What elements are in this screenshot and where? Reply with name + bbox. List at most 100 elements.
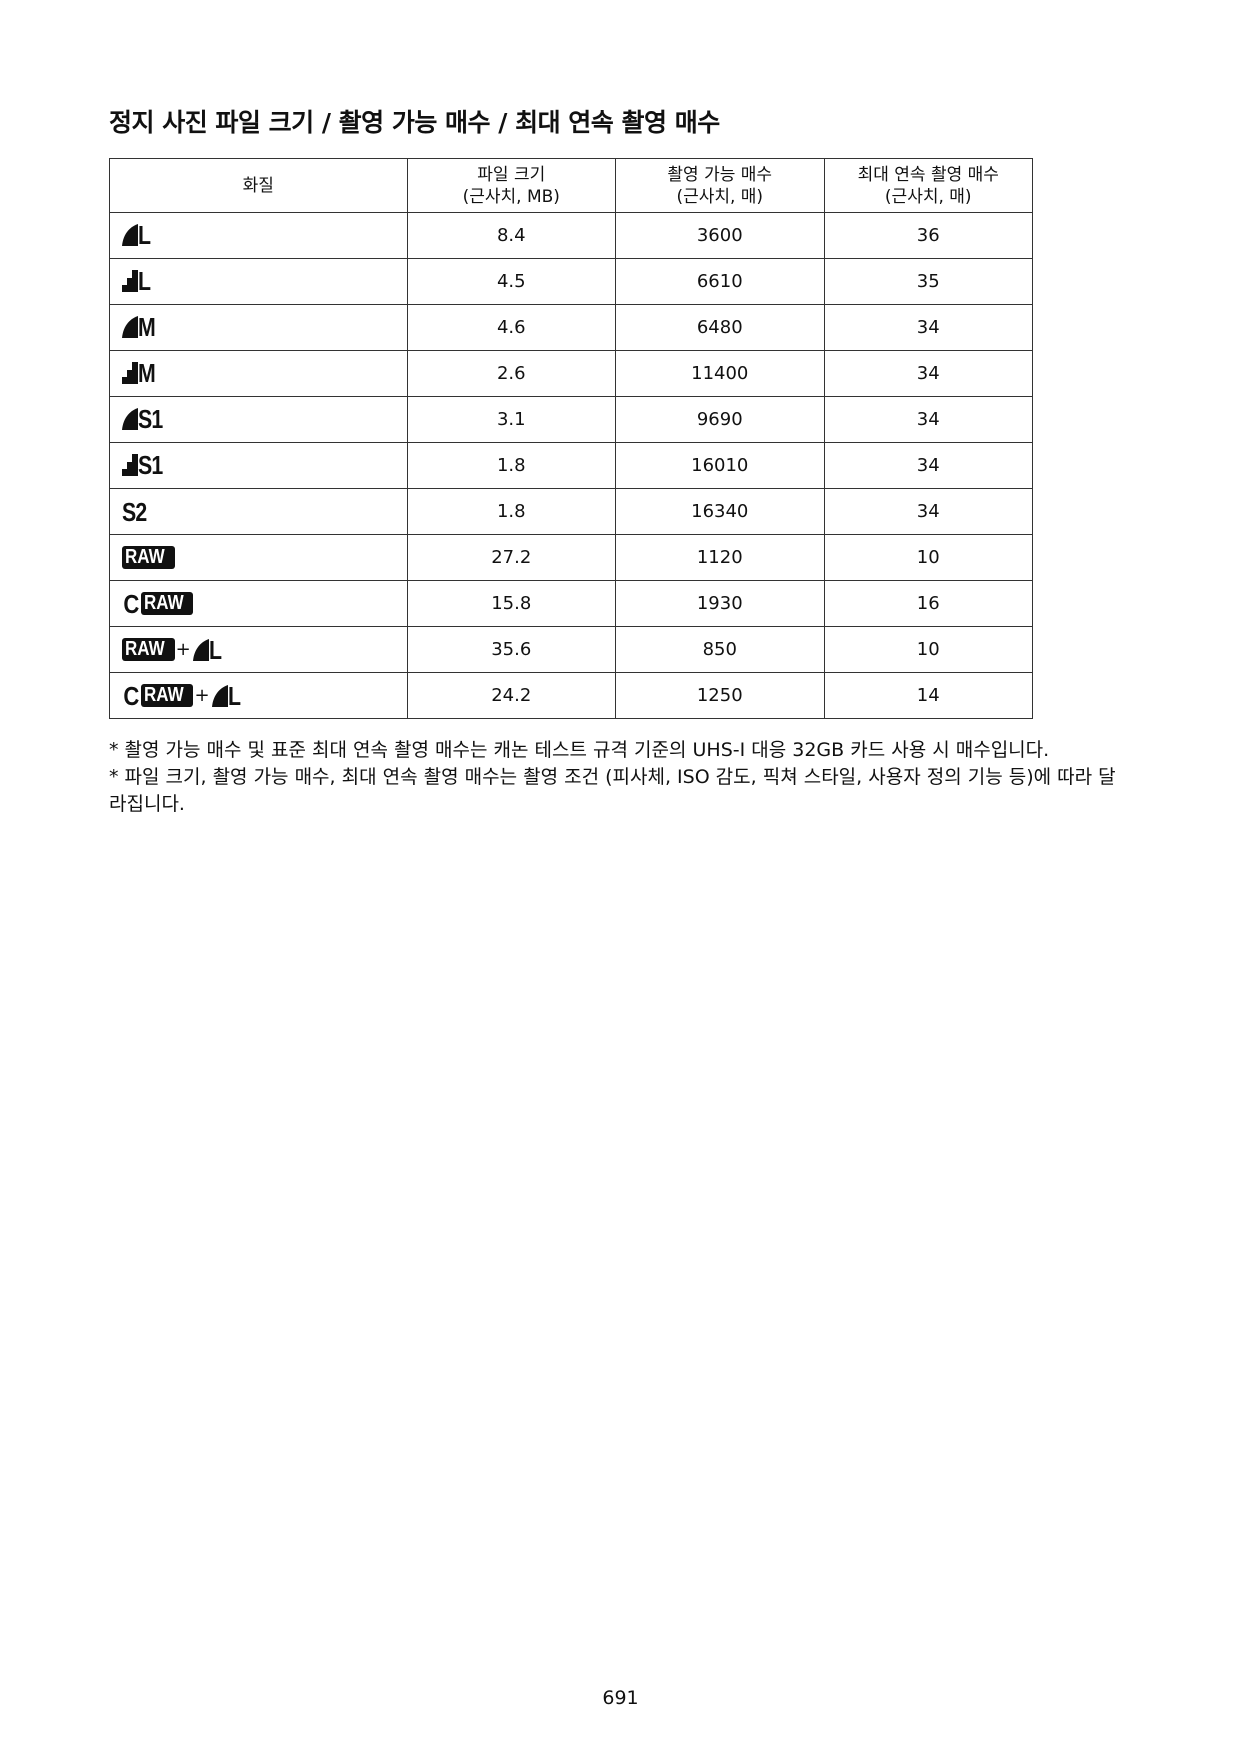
shots-cell: 1120 — [615, 534, 825, 581]
shots-cell: 1250 — [615, 672, 825, 719]
shots-cell: 11400 — [615, 350, 825, 397]
fine-compression-icon — [122, 408, 138, 430]
header-shots: 촬영 가능 매수 (근사치, 매) — [615, 158, 825, 213]
file-size-cell: 27.2 — [406, 534, 617, 581]
file-size-cell: 8.4 — [406, 212, 617, 259]
shots-cell: 6480 — [615, 304, 825, 351]
header-quality: 화질 — [109, 158, 408, 213]
header-burst-line1: 최대 연속 촬영 매수 — [857, 164, 999, 185]
file-size-table: 화질 파일 크기 (근사치, MB) 촬영 가능 매수 (근사치, 매) 최대 … — [109, 158, 1033, 719]
header-shots-line1: 촬영 가능 매수 — [667, 164, 773, 185]
fine-large-icon: L — [122, 220, 153, 250]
quality-cell: M — [109, 350, 408, 397]
size-letter: L — [227, 680, 241, 711]
burst-cell: 34 — [823, 442, 1033, 489]
raw-badge-icon: RAW — [140, 684, 194, 707]
fine-compression-icon — [192, 638, 209, 661]
normal-compression-icon — [122, 270, 138, 292]
normal-large-icon: L — [122, 266, 153, 296]
table-row: M 4.6 6480 34 — [109, 304, 1033, 351]
burst-cell: 16 — [823, 580, 1033, 627]
footnotes: * 촬영 가능 매수 및 표준 최대 연속 촬영 매수는 캐논 테스트 규격 기… — [109, 737, 1129, 818]
shots-cell: 16340 — [615, 488, 825, 535]
raw-label: RAW — [125, 638, 165, 660]
craw-prefix: C — [123, 588, 140, 619]
quality-cell: RAW — [109, 534, 408, 581]
table-row: C RAW 15.8 1930 16 — [109, 580, 1033, 627]
shots-cell: 9690 — [615, 396, 825, 443]
burst-cell: 10 — [823, 626, 1033, 673]
burst-cell: 35 — [823, 258, 1033, 305]
burst-cell: 34 — [823, 304, 1033, 351]
raw-label: RAW — [143, 592, 184, 614]
normal-compression-icon — [122, 454, 138, 476]
burst-cell: 10 — [823, 534, 1033, 581]
file-size-cell: 3.1 — [406, 396, 617, 443]
shots-cell: 3600 — [615, 212, 825, 259]
raw-label: RAW — [143, 684, 184, 706]
raw-label: RAW — [125, 546, 165, 568]
page-title: 정지 사진 파일 크기 / 촬영 가능 매수 / 최대 연속 촬영 매수 — [109, 108, 720, 137]
header-file-size-line1: 파일 크기 — [477, 164, 546, 185]
size-letter: S1 — [138, 404, 163, 434]
quality-cell: C RAW — [109, 580, 408, 627]
normal-small1-icon: S1 — [122, 450, 168, 480]
table-row: L 8.4 3600 36 — [109, 212, 1033, 259]
size-letter: M — [138, 312, 156, 342]
quality-cell: RAW + L — [109, 626, 408, 673]
raw-plus-fine-large-icon: RAW + L — [122, 635, 224, 665]
raw-badge-icon: RAW — [140, 592, 194, 615]
small2-icon: S2 — [122, 497, 152, 527]
quality-cell: L — [109, 212, 408, 259]
craw-plus-fine-large-icon: C RAW + L — [122, 681, 242, 711]
size-letter: S2 — [122, 496, 147, 527]
shots-cell: 6610 — [615, 258, 825, 305]
header-shots-line2: (근사치, 매) — [676, 186, 764, 207]
size-letter: L — [208, 634, 222, 665]
quality-cell: S1 — [109, 396, 408, 443]
quality-cell: L — [109, 258, 408, 305]
table-row: S1 3.1 9690 34 — [109, 396, 1033, 443]
footnote-2: * 파일 크기, 촬영 가능 매수, 최대 연속 촬영 매수는 촬영 조건 (피… — [109, 766, 1116, 815]
normal-compression-icon — [122, 362, 138, 384]
table-row: RAW + L 35.6 850 10 — [109, 626, 1033, 673]
fine-compression-icon — [122, 224, 138, 246]
fine-medium-icon: M — [122, 312, 159, 342]
burst-cell: 36 — [823, 212, 1033, 259]
shots-cell: 1930 — [615, 580, 825, 627]
size-letter: M — [138, 358, 156, 388]
normal-medium-icon: M — [122, 358, 159, 388]
craw-prefix: C — [123, 680, 140, 711]
shots-cell: 16010 — [615, 442, 825, 489]
burst-cell: 14 — [823, 672, 1033, 719]
burst-cell: 34 — [823, 350, 1033, 397]
file-size-cell: 4.5 — [406, 258, 617, 305]
plus-sign: + — [175, 639, 191, 660]
table-row: S1 1.8 16010 34 — [109, 442, 1033, 489]
raw-badge-icon: RAW — [122, 546, 175, 569]
file-size-cell: 2.6 — [406, 350, 617, 397]
size-letter: S1 — [138, 450, 163, 480]
table-row: C RAW + L 24.2 1250 14 — [109, 672, 1033, 719]
size-letter: L — [138, 220, 151, 250]
header-burst: 최대 연속 촬영 매수 (근사치, 매) — [823, 158, 1033, 213]
header-burst-line2: (근사치, 매) — [884, 186, 972, 207]
header-file-size-line2: (근사치, MB) — [462, 186, 560, 207]
table-row: M 2.6 11400 34 — [109, 350, 1033, 397]
file-size-cell: 24.2 — [406, 672, 617, 719]
quality-cell: S1 — [109, 442, 408, 489]
shots-cell: 850 — [615, 626, 825, 673]
burst-cell: 34 — [823, 396, 1033, 443]
table-header-row: 화질 파일 크기 (근사치, MB) 촬영 가능 매수 (근사치, 매) 최대 … — [109, 158, 1033, 213]
burst-cell: 34 — [823, 488, 1033, 535]
file-size-cell: 35.6 — [406, 626, 617, 673]
fine-small1-icon: S1 — [122, 404, 168, 434]
file-size-cell: 15.8 — [406, 580, 617, 627]
footnote-1: * 촬영 가능 매수 및 표준 최대 연속 촬영 매수는 캐논 테스트 규격 기… — [109, 739, 1050, 761]
file-size-cell: 1.8 — [406, 442, 617, 489]
table-row: RAW 27.2 1120 10 — [109, 534, 1033, 581]
size-letter: L — [138, 266, 151, 296]
header-file-size: 파일 크기 (근사치, MB) — [406, 158, 617, 213]
fine-compression-icon — [122, 316, 138, 338]
table-row: S2 1.8 16340 34 — [109, 488, 1033, 535]
